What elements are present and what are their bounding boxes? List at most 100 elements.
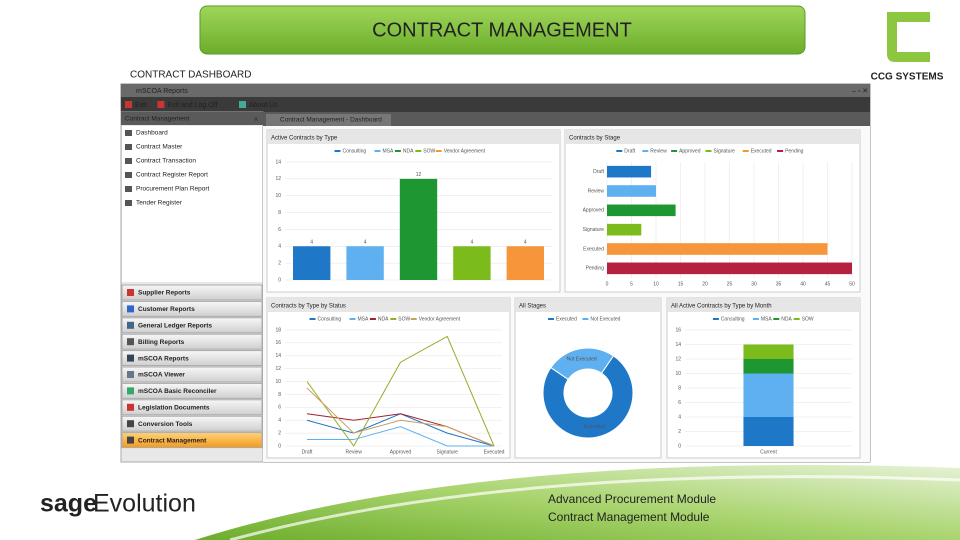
y-tick-label: 6 bbox=[678, 400, 681, 406]
legend-label: Not Executed bbox=[590, 316, 620, 322]
module-button[interactable] bbox=[121, 350, 263, 367]
toolbar-button[interactable]: Exit and Log Off bbox=[167, 102, 217, 109]
x-tick-label: 40 bbox=[800, 281, 806, 287]
brand-sage: sage bbox=[40, 490, 97, 518]
legend-swatch bbox=[309, 318, 316, 320]
module-label: Contract Management bbox=[138, 437, 207, 444]
module-button[interactable] bbox=[121, 300, 263, 317]
x-tick-label: 30 bbox=[751, 281, 757, 287]
legend-label: Executed bbox=[751, 148, 772, 154]
legend-swatch bbox=[742, 150, 749, 152]
menu-icon bbox=[125, 172, 132, 178]
module-button[interactable] bbox=[121, 333, 263, 350]
legend-swatch bbox=[793, 318, 800, 320]
legend-label: NDA bbox=[403, 148, 414, 154]
module-button[interactable] bbox=[121, 415, 263, 432]
legend-swatch bbox=[394, 150, 401, 152]
bar bbox=[346, 246, 384, 280]
legend-label: Executed bbox=[556, 316, 577, 322]
legend-swatch bbox=[642, 150, 649, 152]
module-icon bbox=[127, 371, 134, 378]
module-button[interactable] bbox=[121, 432, 263, 449]
y-tick-label: 8 bbox=[278, 392, 281, 398]
x-tick-label: 5 bbox=[630, 281, 633, 287]
bar bbox=[607, 185, 656, 197]
logo-text: CCG SYSTEMS bbox=[871, 72, 944, 83]
module-label: Conversion Tools bbox=[138, 421, 193, 428]
y-category-label: Pending bbox=[586, 266, 605, 272]
sidebar-collapse[interactable]: « bbox=[254, 116, 258, 123]
module-label: Customer Reports bbox=[138, 306, 195, 313]
legend-swatch bbox=[777, 150, 784, 152]
x-tick-label: Approved bbox=[390, 449, 412, 455]
module-button[interactable] bbox=[121, 399, 263, 416]
value-label: 4 bbox=[364, 240, 367, 246]
y-tick-label: 18 bbox=[275, 327, 281, 333]
menu-icon bbox=[125, 158, 132, 164]
y-tick-label: 2 bbox=[278, 260, 281, 266]
y-tick-label: 10 bbox=[275, 379, 281, 385]
legend-label: NDA bbox=[378, 316, 389, 322]
tab[interactable] bbox=[266, 114, 391, 126]
module-button[interactable] bbox=[121, 284, 263, 301]
menu-item[interactable]: Procurement Plan Report bbox=[136, 186, 210, 193]
legend-swatch bbox=[374, 150, 381, 152]
x-tick-label: Review bbox=[346, 449, 363, 455]
sidebar-title: Contract Management bbox=[125, 116, 190, 123]
chart-title: All Active Contracts by Type by Month bbox=[671, 304, 772, 310]
menu-item[interactable]: Contract Register Report bbox=[136, 172, 208, 179]
bar-segment bbox=[743, 373, 794, 417]
menu-item[interactable]: Dashboard bbox=[136, 130, 168, 137]
bar-segment bbox=[743, 344, 794, 359]
y-tick-label: 16 bbox=[675, 327, 681, 333]
bar bbox=[607, 204, 676, 217]
module-button[interactable] bbox=[121, 382, 263, 399]
y-tick-label: 2 bbox=[678, 429, 681, 435]
value-label: 4 bbox=[524, 240, 527, 246]
y-tick-label: 10 bbox=[275, 193, 281, 199]
y-tick-label: 0 bbox=[678, 443, 681, 449]
legend-swatch bbox=[369, 318, 376, 320]
module-icon bbox=[127, 436, 134, 444]
value-label: 4 bbox=[471, 240, 474, 246]
module-icon bbox=[127, 305, 134, 313]
module-button[interactable] bbox=[121, 366, 263, 383]
toolbar bbox=[121, 97, 870, 112]
legend-swatch bbox=[349, 318, 356, 320]
y-category-label: Review bbox=[588, 188, 605, 194]
x-tick-label: 15 bbox=[678, 281, 684, 287]
x-tick-label: 0 bbox=[606, 281, 609, 287]
toolbar-button[interactable]: Exit bbox=[135, 102, 147, 109]
legend-swatch bbox=[548, 318, 554, 320]
module-icon bbox=[127, 338, 134, 346]
bar bbox=[399, 178, 438, 280]
module-icon bbox=[127, 354, 134, 362]
legend-label: Vendor Agreement bbox=[419, 316, 461, 322]
value-label: 12 bbox=[416, 172, 422, 178]
menu-item[interactable]: Contract Master bbox=[136, 144, 183, 151]
module-button[interactable] bbox=[121, 317, 263, 334]
bar bbox=[607, 223, 642, 236]
value-label: 4 bbox=[310, 240, 313, 246]
y-tick-label: 4 bbox=[678, 414, 681, 420]
menu-panel bbox=[122, 126, 262, 282]
y-category-label: Signature bbox=[583, 227, 605, 233]
chart-panel bbox=[266, 297, 511, 459]
chart-title: Contracts by Stage bbox=[569, 136, 621, 142]
toolbar-button[interactable]: About Us bbox=[249, 102, 278, 109]
y-tick-label: 0 bbox=[278, 443, 281, 449]
x-tick-label: 45 bbox=[825, 281, 831, 287]
chart-header bbox=[267, 130, 560, 144]
menu-item[interactable]: Contract Transaction bbox=[136, 158, 196, 165]
bar bbox=[453, 246, 491, 280]
title: CONTRACT MANAGEMENT bbox=[372, 19, 632, 41]
menu-icon bbox=[125, 186, 132, 192]
window-title: mSCOA Reports bbox=[136, 88, 188, 95]
legend-label: Draft bbox=[624, 148, 635, 154]
window-controls[interactable]: – ▫ ✕ bbox=[852, 88, 868, 95]
module-label: mSCOA Viewer bbox=[138, 372, 185, 379]
bar bbox=[607, 243, 828, 255]
tab-bar bbox=[263, 112, 870, 126]
menu-item[interactable]: Tender Register bbox=[136, 200, 183, 207]
bar-segment bbox=[743, 359, 794, 374]
